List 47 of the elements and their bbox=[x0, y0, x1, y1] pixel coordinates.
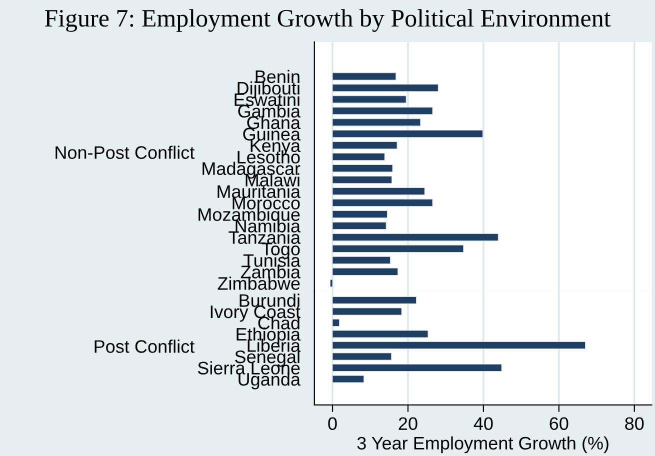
bar bbox=[332, 107, 433, 115]
chart-title: Figure 7: Employment Growth by Political Environment bbox=[44, 9, 611, 32]
bar bbox=[332, 364, 502, 372]
bar bbox=[332, 164, 393, 172]
y-tick-label: Burundi bbox=[240, 294, 300, 307]
x-axis-title: 3 Year Employment Growth (%) bbox=[357, 436, 608, 454]
y-axis-title: Post Conflict bbox=[94, 340, 195, 353]
bar bbox=[332, 176, 392, 184]
bar bbox=[330, 279, 333, 288]
bar bbox=[332, 210, 388, 218]
bar bbox=[332, 152, 385, 161]
bar bbox=[332, 222, 386, 230]
bar bbox=[332, 341, 586, 350]
bar bbox=[332, 330, 428, 338]
x-tick-label: 80 bbox=[625, 417, 644, 430]
bar bbox=[332, 84, 438, 92]
bar bbox=[332, 118, 421, 126]
bar bbox=[332, 244, 464, 253]
bar bbox=[332, 268, 398, 276]
y-tick-label: Tanzania bbox=[228, 230, 301, 244]
bar bbox=[332, 352, 392, 360]
y-tick-label: Uganda bbox=[238, 372, 301, 390]
bar bbox=[332, 375, 364, 383]
x-tick-label: 40 bbox=[474, 417, 493, 430]
y-tick-label: Ghana bbox=[247, 116, 301, 130]
y-tick-label: Zimbabwe bbox=[218, 276, 300, 290]
bar bbox=[332, 198, 433, 207]
bar bbox=[332, 233, 498, 242]
y-tick-label: Guinea bbox=[243, 127, 301, 141]
x-tick-label: 60 bbox=[550, 417, 568, 430]
bar bbox=[332, 308, 402, 316]
y-tick-label: Benin bbox=[256, 70, 300, 84]
bar bbox=[332, 141, 398, 150]
bar bbox=[332, 96, 406, 104]
y-axis-title: Non-Post Conflict bbox=[56, 146, 195, 159]
y-tick-label: Mauritania bbox=[218, 184, 301, 198]
x-tick-label: 20 bbox=[398, 417, 418, 430]
bar bbox=[332, 72, 396, 80]
bar bbox=[332, 130, 483, 138]
y-tick-label: Zambia bbox=[240, 265, 301, 278]
bar bbox=[332, 296, 417, 304]
bar bbox=[332, 318, 340, 327]
y-tick-label: Gambia bbox=[238, 104, 301, 118]
x-tick-label: 0 bbox=[328, 417, 337, 430]
bar bbox=[332, 256, 391, 264]
y-tick-label: Morocco bbox=[232, 196, 300, 210]
bar bbox=[332, 187, 425, 196]
